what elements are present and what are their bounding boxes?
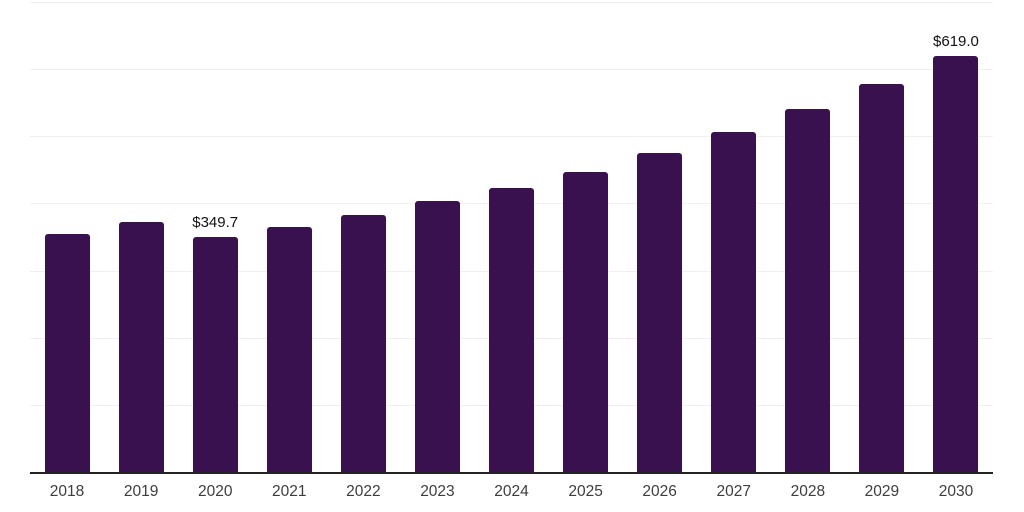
bar-group-2028: [771, 2, 845, 472]
bar-group-2026: [623, 2, 697, 472]
gridline-500: [30, 136, 993, 138]
x-tick-label-2023: 2023: [420, 483, 455, 500]
x-tick-label-2030: 2030: [938, 483, 974, 500]
bar-2027: [711, 132, 757, 472]
x-tick-label-2021: 2021: [272, 483, 307, 500]
bar-2029: [859, 84, 905, 472]
bar-2021: [266, 227, 312, 472]
x-tick-label-2018: 2018: [49, 483, 85, 500]
bar-group-2025: [549, 2, 623, 472]
bar-group-2020: $349.7: [178, 2, 252, 472]
bar-group-2021: [252, 2, 326, 472]
x-tick-label-2026: 2026: [642, 483, 677, 500]
data-label-2020: $349.7: [192, 214, 239, 232]
data-label-2030: $619.0: [933, 33, 979, 51]
gridline-600: [30, 69, 993, 71]
bar-group-2027: [697, 2, 771, 472]
bar-2019: [118, 221, 164, 472]
bar-2026: [637, 153, 683, 472]
x-axis-line: [30, 472, 993, 474]
x-tick-label-2027: 2027: [716, 483, 751, 500]
x-axis-tick-labels: 2018 2019 2020 2021 2022 2023 2024 2025 2026 2027…: [30, 483, 993, 501]
bar-2028: [785, 109, 831, 472]
bar-group-2030: $619.0: [919, 2, 993, 472]
bar-group-2024: [474, 2, 548, 472]
x-tick-label-2022: 2022: [346, 483, 381, 500]
x-tick-label-2020: 2020: [197, 483, 233, 500]
bar-group-2018: [30, 2, 104, 472]
bar-2024: [489, 188, 534, 472]
x-tick-label-2025: 2025: [568, 483, 603, 500]
plot-area: $349.7 $619.0: [30, 2, 993, 474]
bar-2018: [44, 233, 90, 472]
bar-2020: [192, 237, 238, 472]
bar-2025: [563, 171, 609, 472]
x-tick-label-2019: 2019: [123, 483, 159, 500]
bar-group-2023: [400, 2, 474, 472]
bar-group-2019: [104, 2, 178, 472]
x-tick-label-2024: 2024: [494, 483, 529, 500]
bar-2030: [933, 56, 979, 472]
bars-container: $349.7 $619.0: [30, 2, 993, 472]
x-tick-label-2028: 2028: [790, 483, 826, 500]
gridline-700: [30, 2, 993, 3]
bar-group-2022: [326, 2, 400, 472]
bar-2022: [340, 214, 386, 472]
bar-2023: [414, 201, 460, 472]
bar-group-2029: [845, 2, 919, 472]
x-tick-label-2029: 2029: [864, 483, 900, 500]
